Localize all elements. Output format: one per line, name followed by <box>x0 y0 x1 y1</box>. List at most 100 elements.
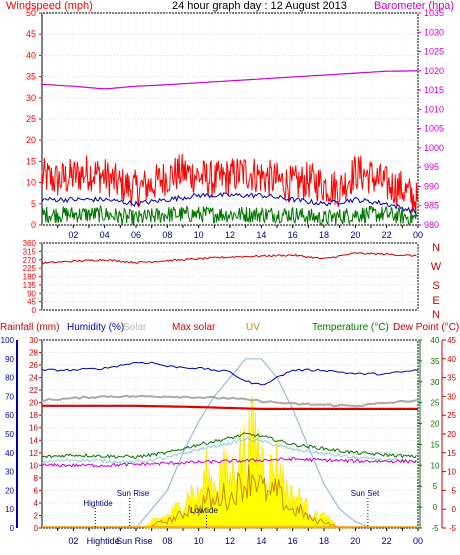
humidity-y-tick-label: 100 <box>1 336 15 345</box>
barometer-y-tick-label: 1015 <box>424 85 444 95</box>
rain-y-tick-label: 0 <box>34 524 39 533</box>
humidity-y-tick-label: 70 <box>5 392 14 401</box>
dewpoint-y-tick-label: -5 <box>449 524 457 533</box>
rain-x-tick-label: 10 <box>194 536 204 546</box>
temperature-y-tick-label: 15 <box>431 440 440 449</box>
wind-y-tick-label: 30 <box>26 93 36 103</box>
solar-fill-area <box>143 395 356 529</box>
temperature-y-tick-label: 40 <box>431 336 440 345</box>
humidity-y-tick-label: 90 <box>5 355 14 364</box>
humidity-y-tick-label: 0 <box>10 524 15 533</box>
rain-y-tick-label: 6 <box>34 486 39 495</box>
rain-x-tick-label: 12 <box>225 536 235 546</box>
rain-y-tick-label: 20 <box>29 399 38 408</box>
rain-y-tick-label: 4 <box>34 499 39 508</box>
rain-y-tick-label: 24 <box>29 374 38 383</box>
wind-y-tick-label: 45 <box>26 29 36 39</box>
wind-x-tick-label: 02 <box>68 230 78 240</box>
legend-label: Solar <box>123 322 147 333</box>
rain-y-tick-label: 16 <box>29 424 38 433</box>
wind-x-tick-label: 22 <box>382 230 392 240</box>
temperature-line <box>41 432 417 459</box>
direction-y-tick-label: 90 <box>27 289 36 298</box>
wind-y-tick-label: 25 <box>26 114 36 124</box>
rain-y-tick-label: 30 <box>29 336 38 345</box>
legend-label: Dew Point (°C) <box>393 322 459 333</box>
wind-y-tick-label: 35 <box>26 72 36 82</box>
rain-y-tick-label: 28 <box>29 349 38 358</box>
wind-x-tick-label: 20 <box>350 230 360 240</box>
temperature-y-tick-label: 5 <box>433 482 438 491</box>
uv-line <box>151 464 346 529</box>
dewpoint-y-tick-label: 15 <box>447 449 456 458</box>
dewpoint-y-tick-label: 20 <box>447 430 456 439</box>
compass-label: N <box>432 242 440 254</box>
dewpoint-y-tick-label: 35 <box>447 374 456 383</box>
barometer-y-tick-label: 1005 <box>424 124 444 134</box>
rain-x-tick-label: 02 <box>68 536 78 546</box>
direction-y-tick-label: 45 <box>27 298 36 307</box>
humidity-line <box>41 361 419 386</box>
max-solar-line <box>42 404 418 410</box>
barometer-y-tick-label: 1020 <box>424 66 444 76</box>
temperature-y-tick-label: 20 <box>431 420 440 429</box>
wind-x-tick-label: 06 <box>131 230 141 240</box>
theoretical-solar-curve <box>135 358 370 529</box>
humidity-y-tick-label: 80 <box>5 374 14 383</box>
hightide-label: Hightide <box>83 499 113 508</box>
sunrise-label: Sun Rise <box>117 489 150 498</box>
humidity-y-tick-label: 20 <box>5 486 14 495</box>
wind-x-tick-label: 10 <box>194 230 204 240</box>
barometer-line <box>41 70 419 90</box>
humidity-y-tick-label: 10 <box>5 505 14 514</box>
wind-y-tick-label: 40 <box>26 50 36 60</box>
rain-y-tick-label: 22 <box>29 386 38 395</box>
barometer-y-tick-label: 1025 <box>424 47 444 57</box>
dewpoint-y-tick-label: 30 <box>447 392 456 401</box>
dewpoint-y-tick-label: 5 <box>452 486 457 495</box>
rain-y-tick-label: 18 <box>29 411 38 420</box>
wind-x-tick-label: 14 <box>256 230 266 240</box>
humidity-y-tick-label: 50 <box>5 430 14 439</box>
max-humidity-line <box>41 394 419 408</box>
legend-label: Rainfall (mm) <box>0 322 59 333</box>
temperature-y-tick-label: 35 <box>431 357 440 366</box>
wind-lull-line <box>41 204 418 227</box>
humidity-y-tick-label: 40 <box>5 449 14 458</box>
wind-y-tick-label: 15 <box>26 156 36 166</box>
rain-x-tick-label: 08 <box>162 536 172 546</box>
legend-label: UV <box>246 322 260 333</box>
barometer-y-tick-label: 1035 <box>424 8 444 18</box>
direction-y-tick-label: 225 <box>23 264 37 273</box>
lowtide-label: Lowtide <box>190 506 218 515</box>
rain-y-tick-label: 10 <box>29 461 38 470</box>
wind-x-tick-label: 12 <box>225 230 235 240</box>
sunset-label: Sun Set <box>351 489 380 498</box>
wind-gust-line <box>41 154 418 218</box>
dewpoint-y-tick-label: 25 <box>447 411 456 420</box>
temperature-y-tick-label: 10 <box>431 461 440 470</box>
direction-y-tick-label: 270 <box>23 256 37 265</box>
rain-x-tick-label: Sun Rise <box>116 536 153 546</box>
dewpoint-y-tick-label: 40 <box>447 355 456 364</box>
compass-label: N <box>432 309 440 321</box>
barometer-y-tick-label: 995 <box>424 162 439 172</box>
rain-x-tick-label: 16 <box>288 536 298 546</box>
rain-y-tick-label: 26 <box>29 361 38 370</box>
wind-x-tick-label: 18 <box>319 230 329 240</box>
temperature-y-tick-label: 0 <box>433 503 438 512</box>
temperature-y-tick-label: -5 <box>431 524 439 533</box>
wind-y-tick-label: 0 <box>31 220 36 230</box>
wind-y-tick-label: 50 <box>26 8 36 18</box>
humidity-y-tick-label: 30 <box>5 468 14 477</box>
compass-label: S <box>432 280 439 292</box>
wind-x-tick-label: 00 <box>413 230 423 240</box>
direction-y-tick-label: 135 <box>23 281 37 290</box>
barometer-y-tick-label: 985 <box>424 201 439 211</box>
rain-x-tick-label: Hightide <box>87 536 120 546</box>
dewpoint-y-tick-label: 0 <box>452 505 457 514</box>
rain-x-tick-label: 14 <box>256 536 266 546</box>
rain-y-tick-label: 8 <box>34 474 39 483</box>
